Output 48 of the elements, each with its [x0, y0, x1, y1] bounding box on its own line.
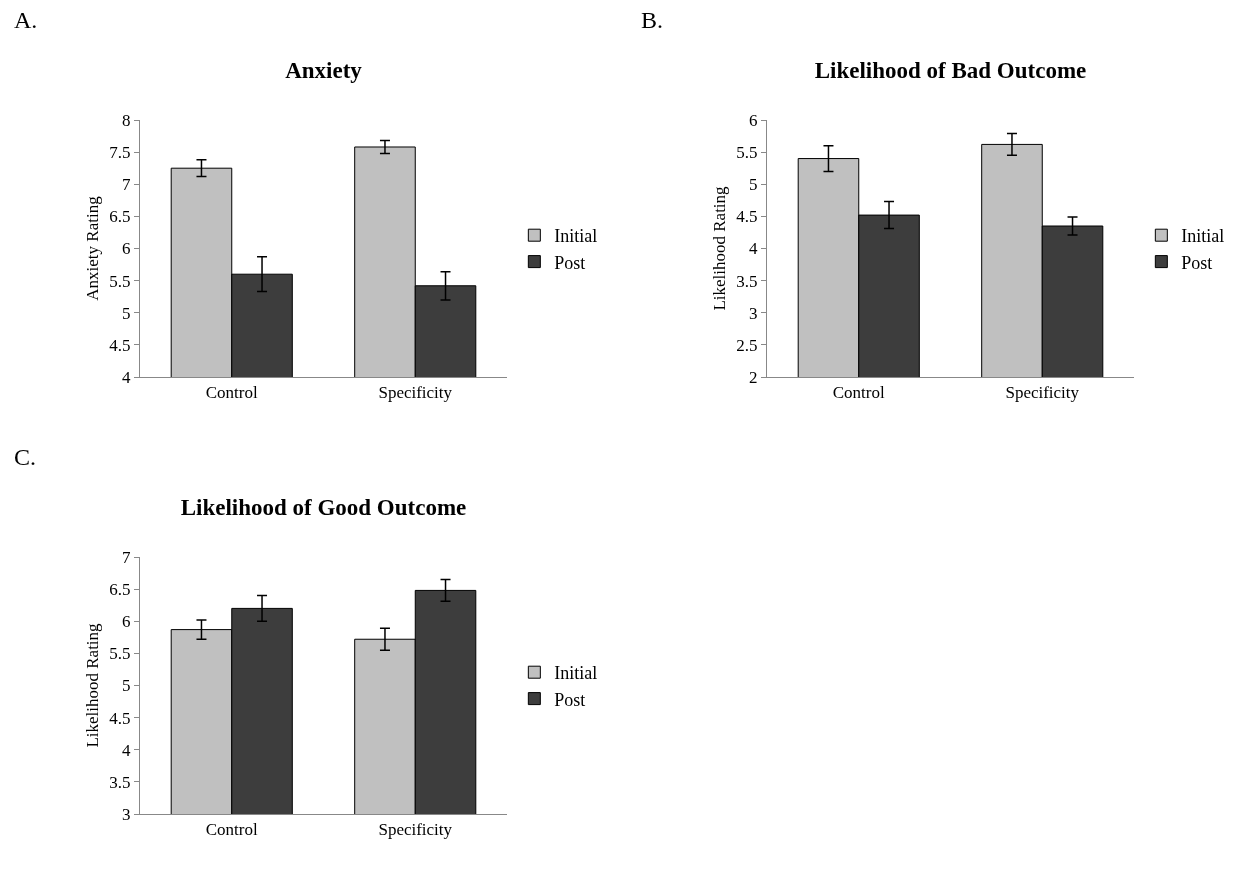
y-tick-label: 6 — [122, 612, 131, 632]
y-tick-label: 6.5 — [109, 207, 131, 227]
chart-title: Likelihood of Bad Outcome — [814, 58, 1087, 84]
y-tick-label: 3 — [749, 303, 758, 323]
y-tick-label: 5 — [122, 676, 131, 696]
chart-title: Likelihood of Good Outcome — [180, 495, 467, 521]
y-tick-label: 2 — [749, 367, 758, 387]
legend-label: Initial — [1181, 226, 1225, 247]
text: C. — [14, 444, 37, 470]
y-tick-label: 5 — [749, 175, 758, 195]
y-tick-label: 4.5 — [109, 708, 131, 728]
y-tick-label: 4 — [122, 367, 132, 387]
legend-label: Post — [554, 689, 586, 710]
legend-label: Initial — [554, 663, 598, 684]
y-tick-label: 3 — [122, 804, 131, 824]
y-tick-label: 4 — [749, 239, 759, 259]
y-tick-label: 5.5 — [109, 644, 131, 664]
y-tick-label: 7 — [122, 175, 132, 195]
legend-label: Post — [1181, 252, 1213, 273]
legend-label: Initial — [554, 226, 598, 247]
y-tick-label: 4.5 — [109, 335, 131, 355]
text: A. — [14, 7, 38, 33]
x-tick-label: Specificity — [378, 820, 453, 840]
y-tick-label: 8 — [122, 110, 131, 130]
x-tick-label: Control — [205, 820, 258, 840]
y-tick-label: 2.5 — [736, 335, 758, 355]
y-tick-label: 6.5 — [109, 580, 131, 600]
x-tick-label: Control — [832, 383, 885, 403]
y-tick-label: 5.5 — [736, 143, 758, 163]
y-tick-label: 5.5 — [109, 271, 131, 291]
y-tick-label: 4.5 — [736, 207, 758, 227]
y-tick-label: 3.5 — [736, 271, 758, 291]
y-tick-label: 7 — [122, 547, 132, 567]
x-tick-label: Specificity — [1005, 383, 1080, 403]
y-tick-label: 6 — [122, 239, 131, 259]
y-tick-label: 7.5 — [109, 143, 131, 163]
y-axis-title: Likelihood Rating — [709, 185, 729, 311]
y-axis-title: Anxiety Rating — [82, 195, 102, 301]
x-tick-label: Specificity — [378, 383, 453, 403]
x-tick-label: Control — [205, 383, 258, 403]
y-tick-label: 6 — [749, 110, 758, 130]
y-tick-label: 5 — [122, 303, 131, 323]
y-tick-label: 4 — [122, 740, 132, 760]
legend-label: Post — [554, 252, 586, 273]
y-axis-title: Likelihood Rating — [82, 622, 102, 748]
chart-title: Anxiety — [285, 58, 363, 84]
y-tick-label: 3.5 — [109, 772, 131, 792]
text: B. — [641, 7, 664, 33]
